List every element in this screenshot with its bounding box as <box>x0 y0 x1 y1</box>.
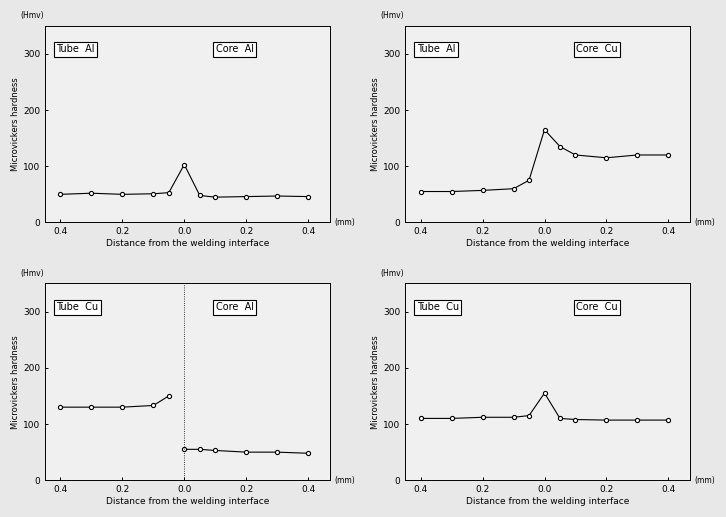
Text: Core  Cu: Core Cu <box>576 44 618 54</box>
Text: Tube  Al: Tube Al <box>57 44 95 54</box>
Text: (Hmv): (Hmv) <box>20 11 44 20</box>
Text: (Hmv): (Hmv) <box>380 11 404 20</box>
X-axis label: Distance from the welding interface: Distance from the welding interface <box>466 497 629 506</box>
Text: Tube  Cu: Tube Cu <box>417 302 459 312</box>
X-axis label: Distance from the welding interface: Distance from the welding interface <box>106 239 269 248</box>
Text: Core  Al: Core Al <box>216 44 254 54</box>
Text: Tube  Cu: Tube Cu <box>57 302 99 312</box>
X-axis label: Distance from the welding interface: Distance from the welding interface <box>106 497 269 506</box>
Text: Tube  Al: Tube Al <box>417 44 455 54</box>
Text: (Hmv): (Hmv) <box>380 269 404 278</box>
Text: (mm): (mm) <box>334 476 355 485</box>
Text: (mm): (mm) <box>694 476 715 485</box>
Y-axis label: Microvickers hardness: Microvickers hardness <box>371 77 380 171</box>
Text: Core  Al: Core Al <box>216 302 254 312</box>
Text: (mm): (mm) <box>694 218 715 227</box>
Text: Core  Cu: Core Cu <box>576 302 618 312</box>
Text: (mm): (mm) <box>334 218 355 227</box>
Y-axis label: Microvickers hardness: Microvickers hardness <box>371 335 380 429</box>
X-axis label: Distance from the welding interface: Distance from the welding interface <box>466 239 629 248</box>
Y-axis label: Microvickers hardness: Microvickers hardness <box>11 77 20 171</box>
Text: (Hmv): (Hmv) <box>20 269 44 278</box>
Y-axis label: Microvickers hardness: Microvickers hardness <box>11 335 20 429</box>
